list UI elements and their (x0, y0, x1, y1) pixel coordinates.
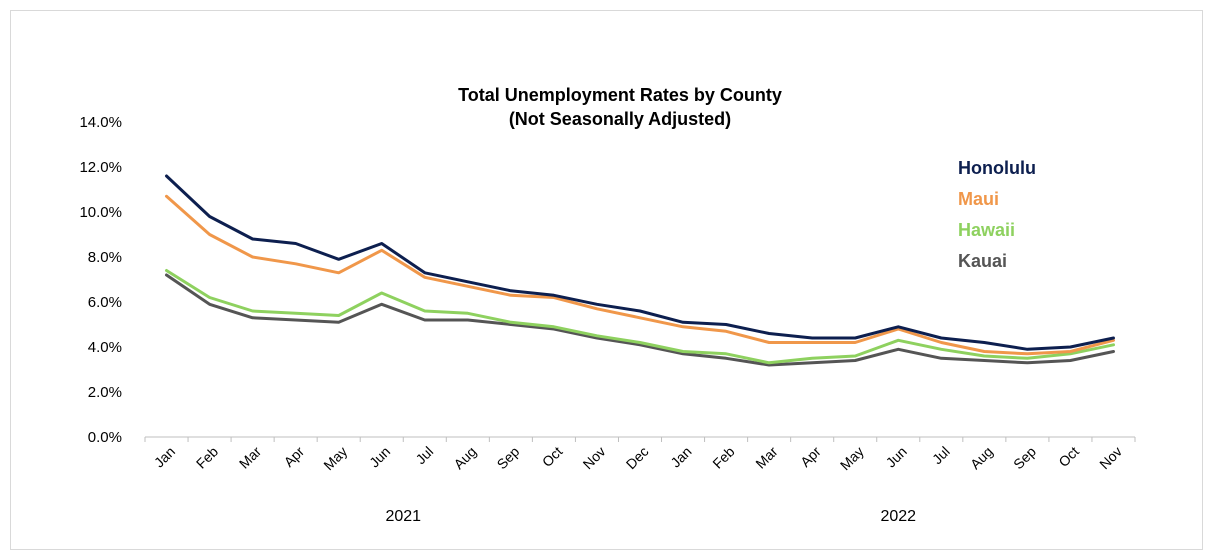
x-tick-label: Jun (883, 443, 910, 470)
y-tick-label: 2.0% (88, 384, 122, 401)
x-tick-label: Feb (709, 443, 738, 472)
x-tick-label: Aug (450, 443, 479, 472)
y-tick-label: 12.0% (79, 159, 122, 176)
legend-entry-honolulu: Honolulu (958, 158, 1036, 178)
chart-title: Total Unemployment Rates by County (458, 85, 782, 105)
y-tick-label: 0.0% (88, 429, 122, 446)
x-tick-label: Mar (752, 443, 781, 472)
series-line-hawaii (165, 269, 1115, 365)
x-tick-label: Oct (1055, 443, 1082, 470)
x-tick-label: May (320, 443, 350, 473)
x-tick-label: Sep (1010, 443, 1039, 472)
series-layer (165, 174, 1115, 367)
x-tick-label: May (837, 443, 867, 473)
x-tick-label: Jan (667, 443, 694, 470)
chart-title-group: Total Unemployment Rates by County (Not … (458, 85, 782, 129)
x-tick-label: Dec (623, 443, 652, 472)
x-axis: Jan Feb Mar Apr May Jun Jul Aug Sep Oct Nov Dec Jan F… (144, 436, 1136, 525)
x-tick-label: Jan (151, 443, 178, 470)
y-tick-label: 14.0% (79, 114, 122, 131)
series-line-honolulu (165, 174, 1115, 351)
x-tick-label: Jun (366, 443, 393, 470)
x-tick-label: Jul (412, 443, 436, 467)
y-tick-label: 10.0% (79, 204, 122, 221)
legend-entry-kauai: Kauai (958, 251, 1007, 271)
line-chart: Total Unemployment Rates by County (Not … (79, 85, 1136, 525)
chart-frame (10, 10, 1203, 550)
x-tick-label: Sep (494, 443, 523, 472)
year-group-label: 2021 (385, 508, 421, 525)
x-tick-label: Aug (967, 443, 996, 472)
year-group-label: 2022 (880, 508, 916, 525)
legend-entry-maui: Maui (958, 189, 999, 209)
legend: Honolulu Maui Hawaii Kauai (958, 158, 1036, 271)
x-tick-label: Nov (1096, 443, 1125, 472)
y-axis: 0.0% 2.0% 4.0% 6.0% 8.0% 10.0% 12.0% 14.0% (79, 114, 122, 446)
x-tick-label: Mar (236, 443, 265, 472)
x-tick-label: Apr (797, 443, 824, 470)
chart-subtitle: (Not Seasonally Adjusted) (509, 109, 731, 129)
y-tick-label: 8.0% (88, 249, 122, 266)
x-tick-label: Oct (539, 443, 566, 470)
y-tick-label: 4.0% (88, 339, 122, 356)
x-tick-label: Jul (929, 443, 953, 467)
y-tick-label: 6.0% (88, 294, 122, 311)
x-tick-label: Apr (281, 443, 308, 470)
x-tick-label: Nov (580, 443, 609, 472)
series-line-maui (165, 194, 1115, 356)
legend-entry-hawaii: Hawaii (958, 220, 1015, 240)
series-line-kauai (165, 273, 1115, 367)
x-tick-label: Feb (193, 443, 222, 472)
